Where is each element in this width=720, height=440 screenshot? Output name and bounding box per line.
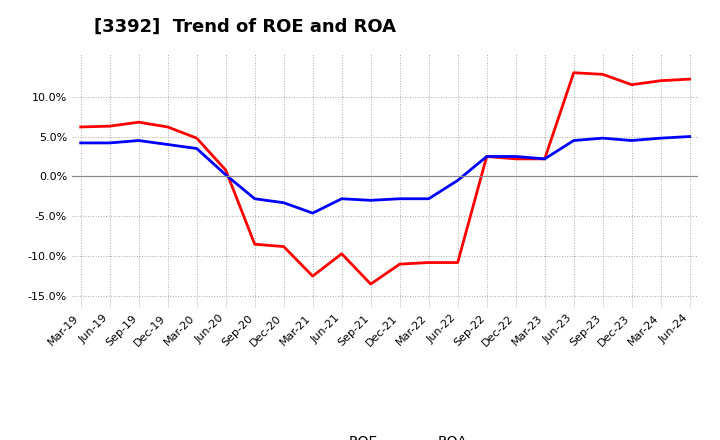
ROA (279, 200, 288, 205)
ROE (454, 260, 462, 265)
ROA (598, 136, 607, 141)
ROE (511, 156, 520, 161)
ROA (366, 198, 375, 203)
ROE (541, 156, 549, 161)
ROA (135, 138, 143, 143)
ROA (221, 172, 230, 177)
ROE (627, 82, 636, 87)
ROE (395, 261, 404, 267)
ROA (424, 196, 433, 202)
ROE (366, 282, 375, 287)
Line: ROA: ROA (81, 136, 690, 213)
ROE (251, 242, 259, 247)
ROE (685, 77, 694, 82)
ROA (541, 156, 549, 161)
ROE (163, 125, 172, 130)
ROE (135, 120, 143, 125)
ROE (570, 70, 578, 75)
ROE (192, 136, 201, 141)
ROA (657, 136, 665, 141)
ROE (221, 167, 230, 172)
Line: ROE: ROE (81, 73, 690, 284)
ROA (627, 138, 636, 143)
ROE (105, 124, 114, 129)
ROA (105, 140, 114, 146)
ROE (424, 260, 433, 265)
ROE (598, 72, 607, 77)
ROE (279, 244, 288, 249)
ROA (251, 196, 259, 202)
ROE (308, 273, 317, 279)
ROE (482, 154, 491, 159)
ROA (685, 134, 694, 139)
ROA (570, 138, 578, 143)
Legend: ROE, ROA: ROE, ROA (297, 430, 473, 440)
ROE (657, 78, 665, 83)
ROA (308, 210, 317, 216)
ROA (163, 142, 172, 147)
ROE (338, 251, 346, 257)
ROA (482, 154, 491, 159)
ROA (338, 196, 346, 202)
ROA (511, 154, 520, 159)
ROA (192, 146, 201, 151)
ROA (454, 178, 462, 183)
Text: [3392]  Trend of ROE and ROA: [3392] Trend of ROE and ROA (94, 18, 395, 36)
ROE (76, 125, 85, 130)
ROA (395, 196, 404, 202)
ROA (76, 140, 85, 146)
